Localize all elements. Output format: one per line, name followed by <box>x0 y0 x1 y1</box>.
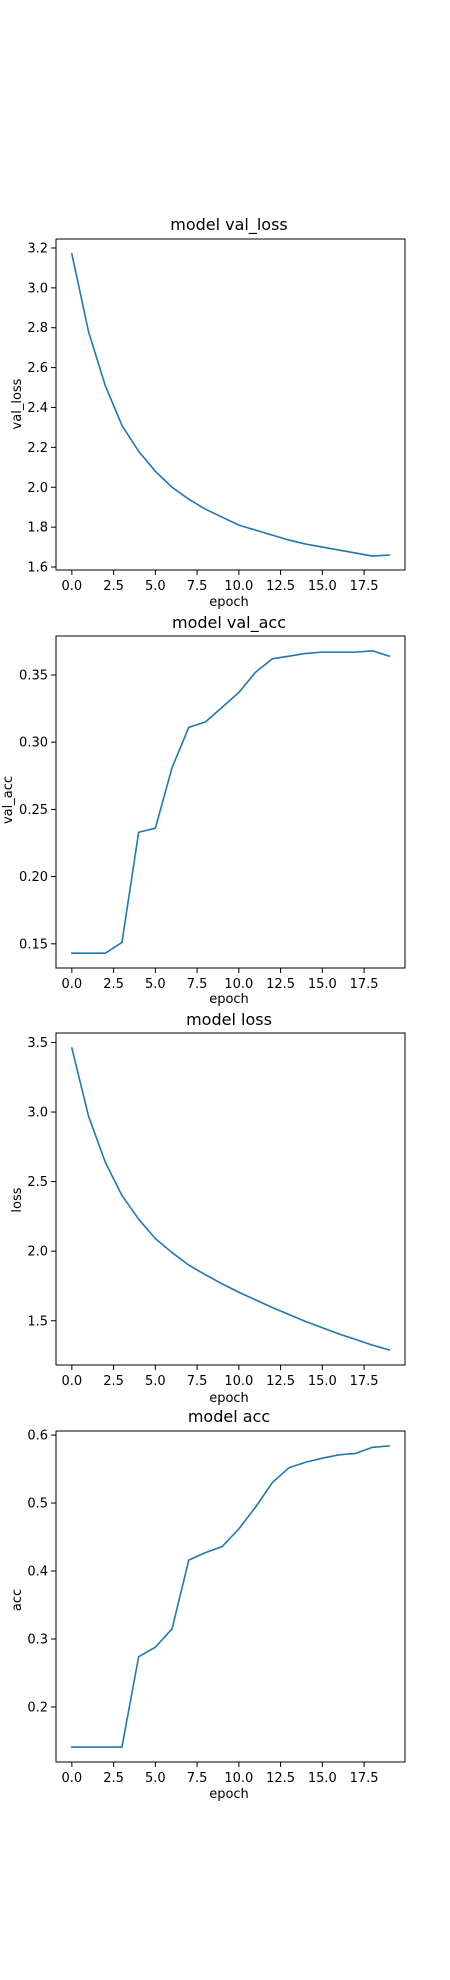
y-tick-label: 2.4 <box>27 401 48 416</box>
x-tick-label: 2.5 <box>103 977 124 992</box>
x-tick-label: 15.0 <box>308 579 337 594</box>
x-tick-label: 15.0 <box>308 977 337 992</box>
x-tick-label: 0.0 <box>62 1771 83 1786</box>
plot-frame <box>55 1032 406 1366</box>
chart-acc: model acc acc epoch 0.0 2.5 5.0 7.5 10.0 12.5… <box>10 1407 406 1802</box>
chart-title: model acc <box>188 1407 270 1426</box>
series-line <box>71 649 391 955</box>
x-axis-label: epoch <box>209 992 249 1007</box>
x-tick-label: 5.0 <box>145 1374 166 1389</box>
y-tick-label: 0.20 <box>19 870 48 885</box>
series-line <box>70 1047 391 1351</box>
y-axis-label: acc <box>10 1589 25 1611</box>
y-axis-label: val_loss <box>10 378 25 429</box>
x-tick-label: 2.5 <box>103 1771 124 1786</box>
x-tick-label: 2.5 <box>103 1374 124 1389</box>
y-tick-label: 1.8 <box>27 521 48 536</box>
y-tick-label: 2.5 <box>27 1175 48 1190</box>
plot-frame <box>55 238 406 571</box>
series-line <box>70 252 390 557</box>
plot-area: 0.0 2.5 5.0 7.5 10.0 12.5 15.0 17.5 0.15 0.20 0.25… <box>19 635 406 992</box>
y-tick-label: 0.5 <box>27 1497 48 1512</box>
x-tick-label: 10.0 <box>224 579 253 594</box>
y-tick-label: 2.0 <box>27 481 48 496</box>
x-tick-label: 12.5 <box>266 977 295 992</box>
plot-frame <box>55 635 406 969</box>
x-axis-label: epoch <box>209 595 249 610</box>
chart-title: model val_loss <box>170 215 288 235</box>
x-tick-label: 7.5 <box>187 977 208 992</box>
x-axis-label: epoch <box>209 1787 249 1802</box>
y-tick-label: 0.35 <box>19 668 48 683</box>
y-tick-label: 0.25 <box>19 803 48 818</box>
y-tick-label: 2.6 <box>27 361 48 376</box>
plot-area: 0.0 2.5 5.0 7.5 10.0 12.5 15.0 17.5 1.6 1.8 2.0 2.2… <box>27 238 406 594</box>
chart-title: model loss <box>186 1010 272 1029</box>
y-tick-label: 2.2 <box>27 441 48 456</box>
y-axis-label: val_acc <box>1 776 16 824</box>
series-line <box>71 1445 391 1748</box>
x-tick-label: 10.0 <box>224 977 253 992</box>
x-tick-label: 17.5 <box>350 977 379 992</box>
x-tick-label: 0.0 <box>62 579 83 594</box>
y-tick-label: 1.6 <box>27 561 48 576</box>
y-tick-label: 1.5 <box>27 1314 48 1329</box>
x-tick-label: 7.5 <box>187 1771 208 1786</box>
x-tick-label: 0.0 <box>62 977 83 992</box>
x-tick-label: 12.5 <box>266 1771 295 1786</box>
x-axis-label: epoch <box>209 1391 249 1406</box>
x-tick-label: 17.5 <box>350 579 379 594</box>
y-tick-label: 0.15 <box>19 937 48 952</box>
x-tick-label: 5.0 <box>145 1771 166 1786</box>
x-tick-label: 5.0 <box>145 579 166 594</box>
y-tick-label: 2.0 <box>27 1245 48 1260</box>
x-tick-label: 12.5 <box>266 1374 295 1389</box>
y-tick-label: 2.8 <box>27 321 48 336</box>
y-axis-label: loss <box>10 1187 25 1212</box>
x-tick-label: 7.5 <box>187 1374 208 1389</box>
chart-loss: model loss loss epoch 0.0 2.5 5.0 7.5 10.0 12… <box>10 1010 406 1406</box>
x-tick-label: 17.5 <box>350 1771 379 1786</box>
x-tick-label: 10.0 <box>224 1374 253 1389</box>
x-tick-label: 15.0 <box>308 1374 337 1389</box>
x-tick-label: 7.5 <box>187 579 208 594</box>
y-tick-label: 0.6 <box>27 1429 48 1444</box>
x-tick-label: 10.0 <box>224 1771 253 1786</box>
x-tick-label: 5.0 <box>145 977 166 992</box>
x-tick-label: 17.5 <box>350 1374 379 1389</box>
x-tick-label: 2.5 <box>103 579 124 594</box>
y-tick-label: 0.2 <box>27 1700 48 1715</box>
x-tick-label: 12.5 <box>266 579 295 594</box>
y-tick-label: 0.30 <box>19 736 48 751</box>
chart-val-acc: model val_acc val_acc epoch 0.0 2.5 5.0 7.5… <box>1 613 406 1007</box>
x-tick-label: 15.0 <box>308 1771 337 1786</box>
y-tick-label: 0.3 <box>27 1632 48 1647</box>
plot-frame <box>55 1430 406 1763</box>
plot-area: 0.0 2.5 5.0 7.5 10.0 12.5 15.0 17.5 0.2 0.3 0.4 0.5… <box>27 1429 406 1786</box>
y-tick-label: 3.0 <box>27 1106 48 1121</box>
chart-title: model val_acc <box>172 613 286 633</box>
x-tick-label: 0.0 <box>62 1374 83 1389</box>
y-tick-label: 0.4 <box>27 1565 48 1580</box>
y-tick-label: 3.2 <box>27 241 48 256</box>
plot-area: 0.0 2.5 5.0 7.5 10.0 12.5 15.0 17.5 1.5 2.0 2.5 3.0… <box>27 1032 406 1389</box>
chart-val-loss: model val_loss val_loss epoch 0.0 2.5 5.0 7… <box>10 215 406 610</box>
y-tick-label: 3.5 <box>27 1036 48 1051</box>
y-tick-label: 3.0 <box>27 281 48 296</box>
